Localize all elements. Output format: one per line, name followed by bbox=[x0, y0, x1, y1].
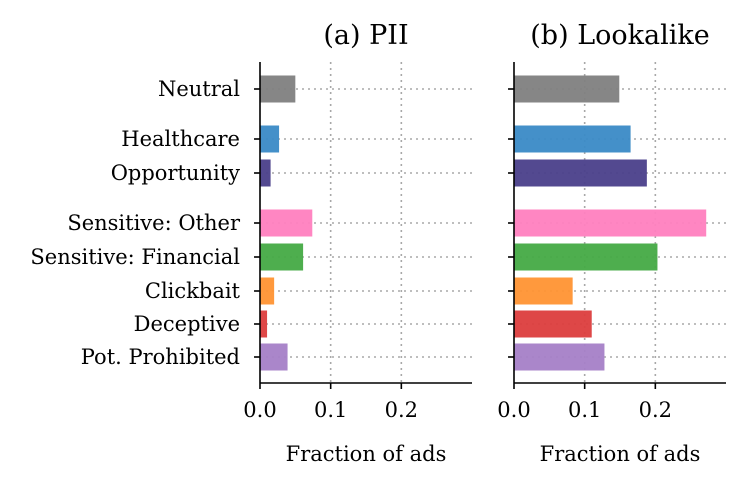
pii-bar-deceptive bbox=[260, 310, 268, 338]
category-label-clickbait: Clickbait bbox=[145, 279, 241, 303]
panel-pii: 0.0 0.1 0.2 (a) PII Fraction of ads bbox=[243, 20, 472, 466]
category-label-sensitive-other: Sensitive: Other bbox=[67, 211, 241, 235]
lookalike-bar-sensitive-financial bbox=[514, 243, 658, 271]
pii-xtick-label-1: 0.1 bbox=[314, 398, 347, 422]
lookalike-bar-opportunity bbox=[514, 159, 647, 187]
pii-bar-sensitive-financial bbox=[260, 243, 304, 271]
lookalike-bar-sensitive-other bbox=[514, 209, 707, 237]
panel-lookalike: 0.0 0.1 0.2 (b) Lookalike Fraction of ads bbox=[497, 20, 726, 466]
pii-bar-healthcare bbox=[260, 125, 280, 153]
category-label-healthcare: Healthcare bbox=[121, 127, 240, 151]
category-label-pot-prohibited: Pot. Prohibited bbox=[81, 345, 240, 369]
category-label-neutral: Neutral bbox=[158, 77, 240, 101]
pii-xtick-label-0: 0.0 bbox=[243, 398, 276, 422]
lookalike-title: (b) Lookalike bbox=[530, 20, 709, 51]
lookalike-bar-healthcare bbox=[514, 125, 631, 153]
lookalike-bar-neutral bbox=[514, 75, 620, 103]
category-label-opportunity: Opportunity bbox=[111, 161, 240, 185]
pii-bar-clickbait bbox=[260, 277, 275, 305]
pii-bar-sensitive-other bbox=[260, 209, 313, 237]
lookalike-bar-deceptive bbox=[514, 310, 592, 338]
pii-title: (a) PII bbox=[323, 20, 408, 51]
pii-xtick-label-2: 0.2 bbox=[385, 398, 418, 422]
lookalike-xtick-label-2: 0.2 bbox=[639, 398, 672, 422]
category-label-deceptive: Deceptive bbox=[134, 312, 240, 336]
pii-bar-neutral bbox=[260, 75, 296, 103]
lookalike-bar-pot-prohibited bbox=[514, 343, 605, 371]
lookalike-xtick-label-1: 0.1 bbox=[568, 398, 601, 422]
lookalike-xtick-label-0: 0.0 bbox=[497, 398, 530, 422]
lookalike-bar-clickbait bbox=[514, 277, 573, 305]
category-label-sensitive-financial: Sensitive: Financial bbox=[30, 245, 240, 269]
lookalike-xlabel: Fraction of ads bbox=[540, 442, 701, 466]
pii-bar-pot-prohibited bbox=[260, 343, 288, 371]
category-labels: Neutral Healthcare Opportunity Sensitive: O… bbox=[30, 77, 241, 369]
pii-bar-opportunity bbox=[260, 159, 271, 187]
pii-xlabel: Fraction of ads bbox=[286, 442, 447, 466]
